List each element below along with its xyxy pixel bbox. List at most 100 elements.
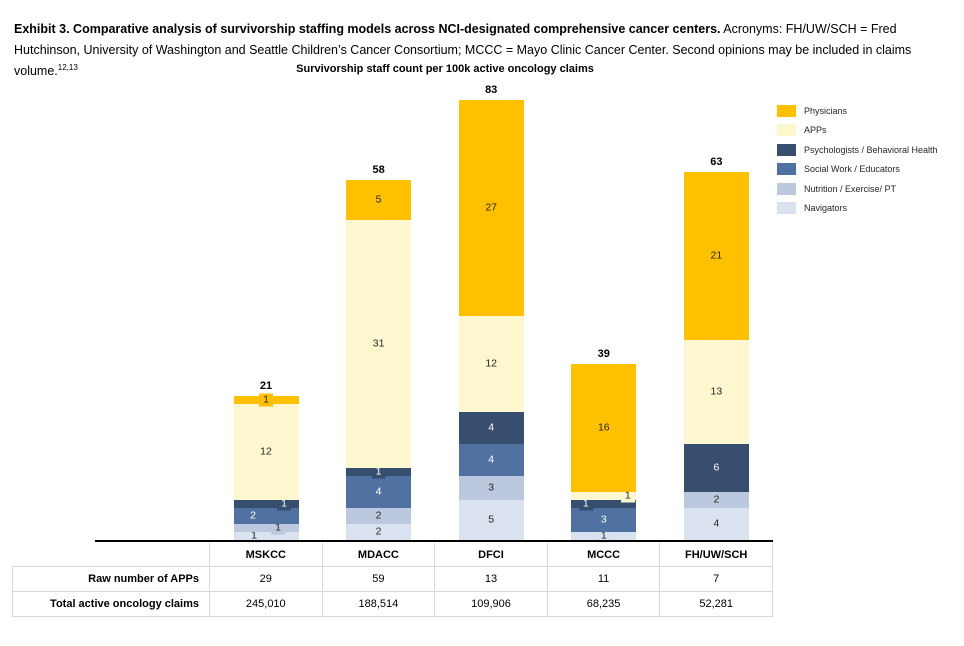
segment-value-label: 13 <box>710 385 723 398</box>
bar-segment: 1 <box>233 521 299 535</box>
table-value-cell: 29 <box>210 567 323 592</box>
legend-swatch-icon <box>777 202 796 214</box>
segment-value-label: 27 <box>485 201 498 214</box>
segment-value-label: 16 <box>597 421 610 434</box>
legend-label: Social Work / Educators <box>804 164 900 174</box>
bar-segment: 5 <box>458 500 524 540</box>
bar-segment: 1 <box>346 465 412 479</box>
bar-segment: 1 <box>233 497 299 511</box>
table-column-header: MCCC <box>547 543 661 567</box>
segment-value-label: 1 <box>271 521 285 535</box>
bar-segment: 5 <box>346 180 412 220</box>
legend-item: Psychologists / Behavioral Health <box>777 143 938 156</box>
table-column-header: FH/UW/SCH <box>660 543 773 567</box>
table-column-header: MSKCC <box>210 543 323 567</box>
segment-value-label: 12 <box>260 445 272 458</box>
segment-value-label: 12 <box>485 357 498 370</box>
bar-segment: 2 <box>233 508 299 524</box>
data-table: MSKCC MDACC DFCI MCCC FH/UW/SCH Raw number of… <box>12 543 773 617</box>
bar-segment: 4 <box>346 476 412 508</box>
legend-label: Navigators <box>804 203 848 213</box>
bar-segment: 1 <box>571 497 637 511</box>
legend-swatch-icon <box>777 124 796 136</box>
segment-value-label: 4 <box>713 517 720 530</box>
bar-segment: 3 <box>571 508 637 532</box>
table-value-cell: 52,281 <box>660 592 773 617</box>
legend-swatch-icon <box>777 182 796 195</box>
segment-value-label: 2 <box>713 493 720 506</box>
table-value-cell: 245,010 <box>210 592 323 617</box>
table-value-cell: 109,906 <box>435 592 548 617</box>
bar-segment: 6 <box>683 444 749 492</box>
table-value-cell: 68,235 <box>547 592 661 617</box>
segment-value-label: 4 <box>375 485 382 498</box>
segment-value-label: 2 <box>375 509 382 522</box>
bar-segment: 1 <box>233 529 299 543</box>
table-value-cell: 11 <box>547 567 661 592</box>
legend-label: Physicians <box>804 105 848 116</box>
bar-segment: 27 <box>458 100 524 316</box>
segment-value-label: 6 <box>713 461 720 474</box>
legend-item: APPs <box>777 124 938 137</box>
legend-swatch-icon <box>777 104 796 117</box>
segment-value-label: 1 <box>371 465 386 479</box>
bar-segment: 2 <box>346 508 412 524</box>
legend-swatch-icon <box>777 163 796 175</box>
bar-total-label: 39 <box>597 348 610 360</box>
exhibit-caption-bold: Exhibit 3. Comparative analysis of survi… <box>14 21 721 36</box>
segment-value-label: 5 <box>375 193 382 206</box>
segment-value-label: 1 <box>620 489 635 503</box>
legend-label: APPs <box>804 125 827 135</box>
table-row-label: Raw number of APPs <box>12 567 210 592</box>
table-value-cell: 13 <box>435 567 548 592</box>
bar-segment: 1 <box>571 489 637 503</box>
table-value-cell: 7 <box>660 567 773 592</box>
table-value-cell: 59 <box>322 567 436 592</box>
bar-total-label: 58 <box>372 164 385 176</box>
table-corner-cell <box>12 543 210 567</box>
bar-segment: 21 <box>683 172 749 340</box>
table-row-label: Total active oncology claims <box>12 592 210 617</box>
bar-segment: 1 <box>571 529 637 543</box>
segment-value-label: 2 <box>250 509 256 522</box>
legend-item: Physicians <box>777 104 938 117</box>
segment-value-label: 31 <box>372 337 385 350</box>
exhibit-caption: Exhibit 3. Comparative analysis of survi… <box>14 19 950 82</box>
table-value-cell: 188,514 <box>322 592 436 617</box>
legend-label: Psychologists / Behavioral Health <box>804 144 938 155</box>
bar-total-label: 21 <box>259 380 273 392</box>
bar-segment: 3 <box>458 476 524 500</box>
bar-segment: 1 <box>233 393 299 407</box>
segment-value-label: 1 <box>596 529 611 543</box>
exhibit-caption-text: Acronyms: FH/UW/SCH = Fred Hutchinson, U… <box>14 21 912 78</box>
segment-value-label: 3 <box>488 481 495 494</box>
bar-segment: 13 <box>683 340 749 444</box>
segment-value-label: 1 <box>247 529 261 543</box>
legend-item: Nutrition / Exercise/ PT <box>777 182 938 195</box>
bar-segment: 12 <box>233 404 299 500</box>
chart-title: Survivorship staff count per 100k active… <box>296 63 594 75</box>
bar-segment: 16 <box>571 364 637 492</box>
segment-value-label: 3 <box>600 513 607 526</box>
segment-value-label: 4 <box>488 421 495 434</box>
footnote-refs: 12,13 <box>57 62 78 72</box>
legend: Physicians APPs Psychologists / Behavioral… <box>777 104 938 221</box>
legend-item: Social Work / Educators <box>777 163 938 176</box>
bar-total-label: 83 <box>485 84 498 96</box>
bar-segment: 4 <box>458 412 524 444</box>
bar-segment: 2 <box>346 524 412 540</box>
bar-segment: 4 <box>458 444 524 476</box>
x-axis-line <box>95 540 773 542</box>
bar-segment: 12 <box>458 316 524 412</box>
segment-value-label: 1 <box>259 393 273 407</box>
segment-value-label: 2 <box>375 525 382 538</box>
segment-value-label: 4 <box>488 453 495 466</box>
bar-total-label: 63 <box>710 156 723 168</box>
legend-swatch-icon <box>777 143 796 156</box>
bar-segment: 31 <box>346 220 412 468</box>
legend-item: Navigators <box>777 202 938 215</box>
legend-label: Nutrition / Exercise/ PT <box>804 183 897 194</box>
table-column-header: DFCI <box>435 543 548 567</box>
bar-segment: 2 <box>683 492 749 508</box>
